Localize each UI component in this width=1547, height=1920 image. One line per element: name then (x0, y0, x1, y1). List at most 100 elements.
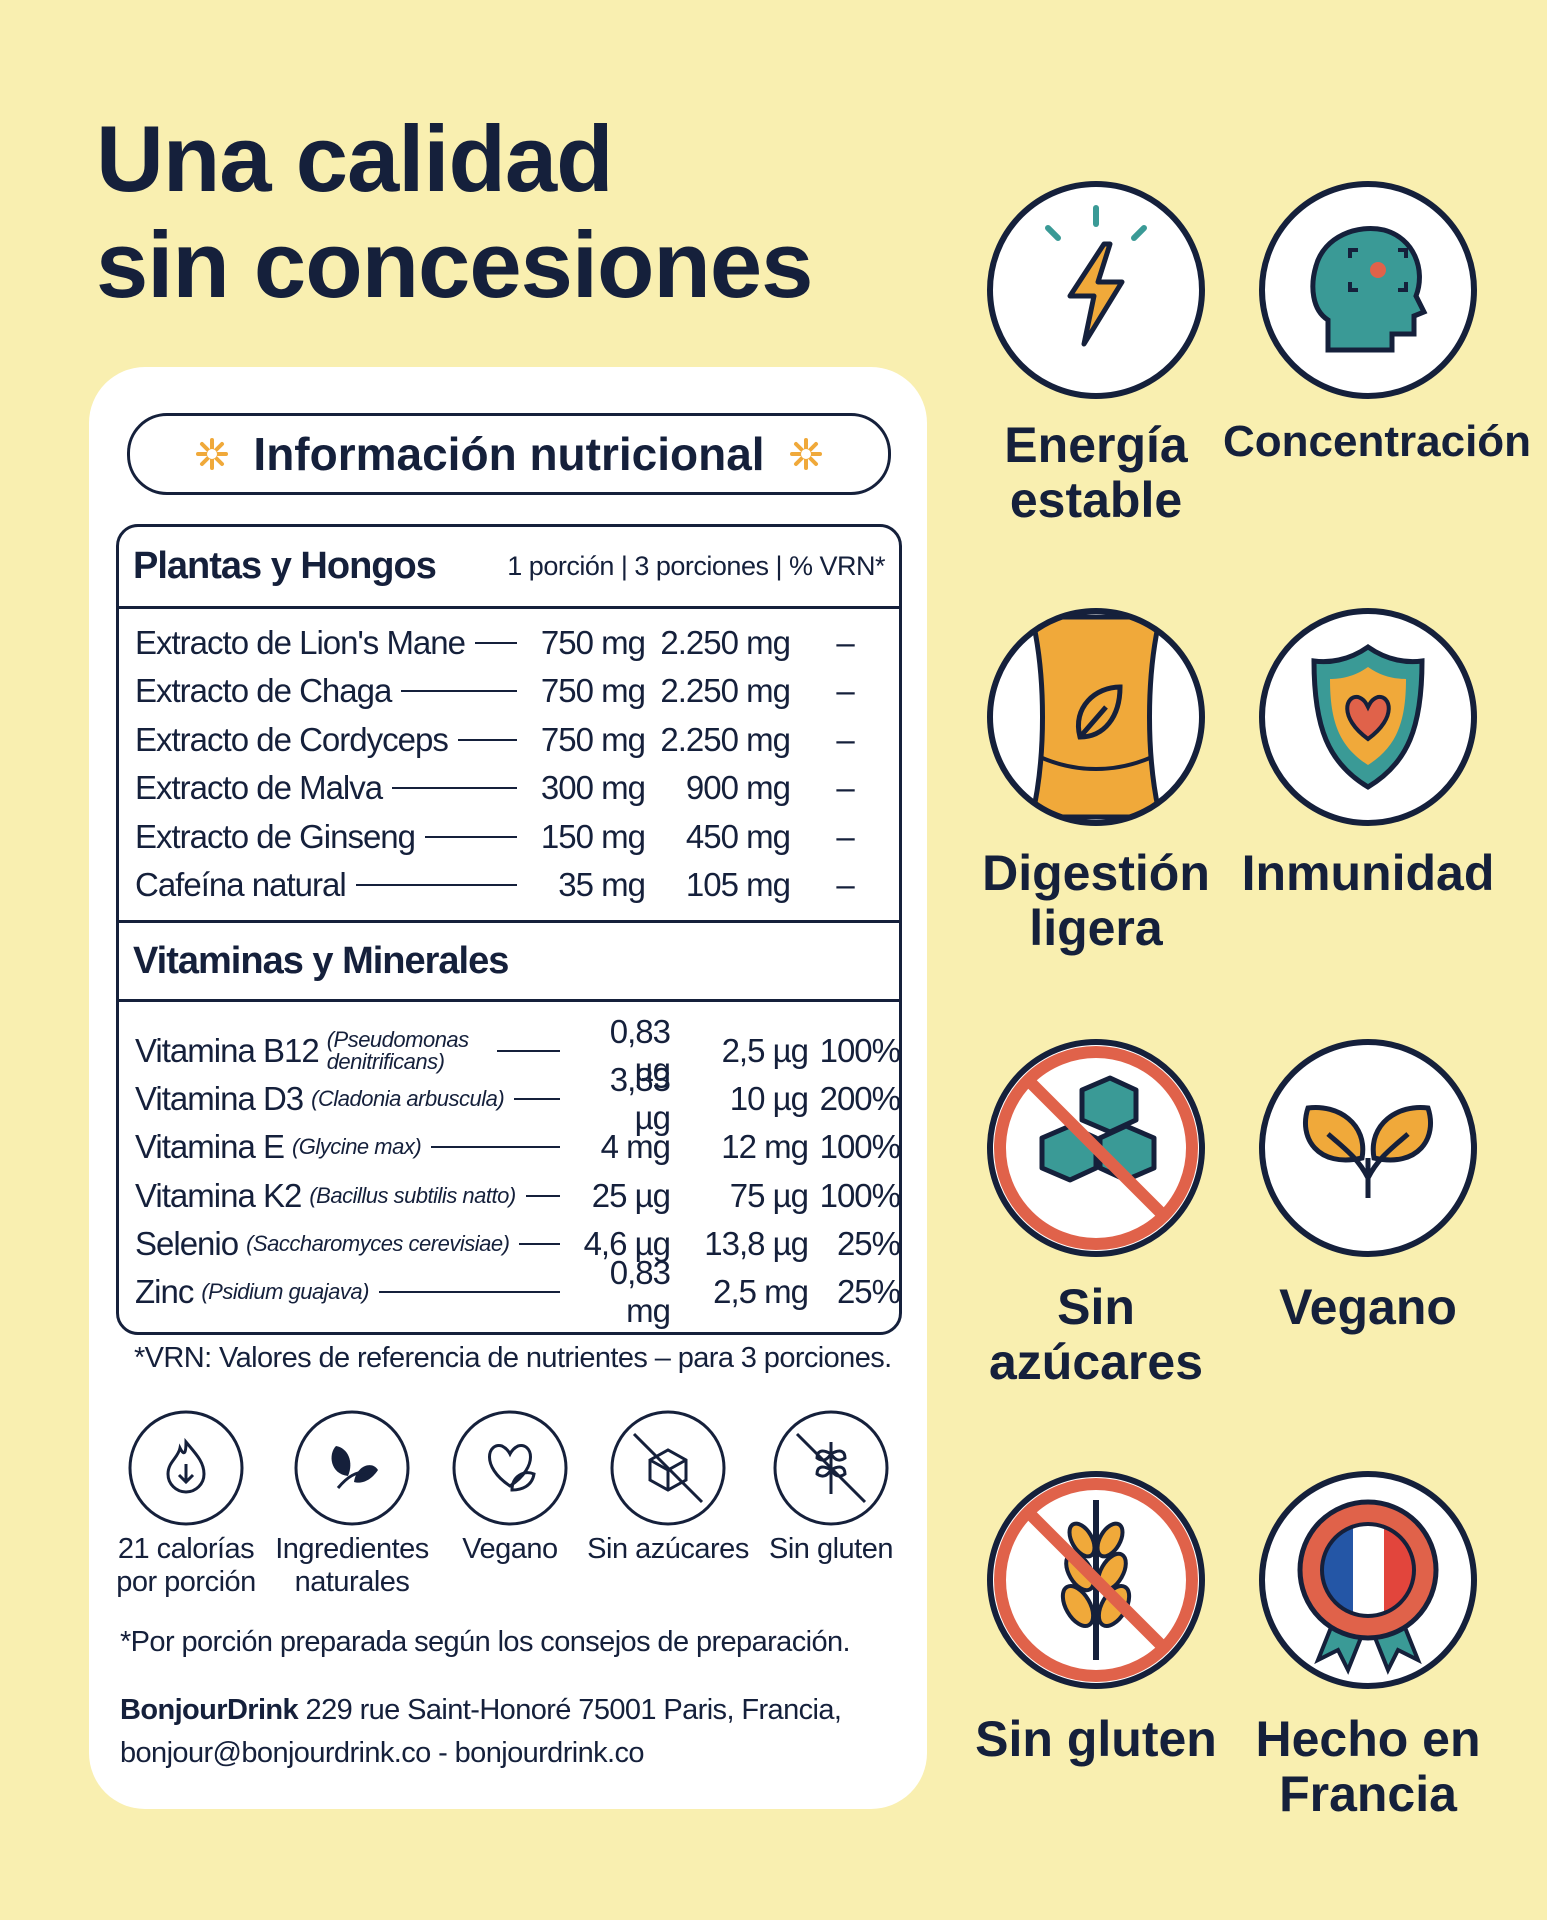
source: (Pseudomonas denitrificans) (326, 1027, 469, 1074)
section-header: Plantas y Hongos 1 porción | 3 porciones… (119, 527, 899, 609)
flower-icon (789, 438, 822, 470)
badge-icon (126, 1408, 246, 1533)
benefit-icon (1256, 1468, 1480, 1697)
vrn: 25% (836, 1273, 901, 1310)
header-text: Información nutricional (253, 428, 765, 480)
section-header: Vitaminas y Minerales (119, 920, 899, 1002)
benefit-symbol (987, 1039, 1205, 1257)
title-line: Una calidad (96, 106, 614, 211)
vrn: 200% (819, 1080, 901, 1118)
nutrient: Vitamina D3 (135, 1080, 304, 1118)
ingredient: Extracto de Ginseng (135, 817, 416, 855)
vrn: – (836, 866, 854, 903)
section-title: Vitaminas y Minerales (133, 939, 509, 982)
benefit-symbol (987, 608, 1205, 826)
benefit-label: Digestión ligera (982, 845, 1210, 956)
title-line: sin concesiones (96, 212, 813, 317)
source: (Cladonia arbuscula) (311, 1086, 505, 1112)
vrn: – (836, 672, 854, 710)
per-3-portions: 900 mg (685, 769, 791, 807)
leader (496, 1050, 560, 1052)
leader (431, 1146, 560, 1149)
section-title: Plantas y Hongos (133, 545, 437, 587)
badge-label: Sin gluten (769, 1533, 894, 1565)
badge-symbol (773, 1410, 889, 1526)
leader (355, 884, 517, 886)
table-row: Selenio (Saccharomyces cerevisiae) 4,6 µg 1… (135, 1221, 901, 1267)
per-3-portions: 2.250 mg (660, 672, 791, 710)
leader (425, 835, 517, 838)
per-portion: 4,6 µg (583, 1224, 671, 1262)
ingredient: Extracto de Malva (135, 769, 383, 807)
source: (Glycine max) (291, 1134, 422, 1160)
vrn: – (836, 817, 854, 855)
address-line: bonjour@bonjourdrink.co - bonjourdrink.c… (120, 1737, 645, 1769)
table-row: Vitamina E (Glycine max) 4 mg 12 mg 100% (135, 1124, 901, 1170)
benefit-symbol (1259, 1039, 1477, 1257)
source: (Bacillus subtilis natto) (309, 1182, 516, 1208)
table-row: Extracto de Cordyceps 750 mg 2.250 mg – (135, 717, 900, 763)
vrn: 100% (819, 1128, 901, 1166)
brand: BonjourDrink (120, 1694, 299, 1726)
vrn: 25% (836, 1224, 901, 1262)
per-3-portions: 2.250 mg (660, 720, 791, 758)
benefit-symbol (1259, 608, 1477, 826)
benefit-icon (1256, 605, 1480, 834)
benefit-icon (984, 178, 1208, 407)
badge-label: Ingredientes naturales (275, 1533, 429, 1599)
per-portion: 4 mg (600, 1128, 671, 1166)
badge-label: 21 calorías por porción (116, 1533, 256, 1599)
vrn: 100% (819, 1032, 901, 1069)
per-3-portions: 450 mg (685, 817, 791, 855)
benefit-symbol (1259, 181, 1477, 399)
per-portion: 0,83 mg (609, 1254, 671, 1329)
badge-symbol (128, 1410, 244, 1526)
per-portion: 300 mg (540, 769, 646, 807)
leader (525, 1194, 560, 1197)
per-3-portions: 2,5 µg (721, 1032, 809, 1069)
leader (519, 1242, 560, 1245)
nutrition-table: Plantas y Hongos 1 porción | 3 porciones… (116, 524, 902, 1335)
badge-icon (608, 1408, 728, 1533)
benefit-icon (984, 605, 1208, 834)
source: (Saccharomyces cerevisiae) (246, 1230, 510, 1256)
badge-icon (450, 1408, 570, 1533)
per-3-portions: 2,5 mg (713, 1273, 809, 1310)
ingredient: Extracto de Lion's Mane (135, 624, 466, 661)
leader (378, 1291, 560, 1293)
address: BonjourDrink 229 rue Saint-Honoré 75001 … (120, 1694, 842, 1727)
table-row: Vitamina D3 (Cladonia arbuscula) 3,33 µg 10… (135, 1061, 901, 1136)
benefit-label: Sin azúcares (988, 1279, 1204, 1390)
leader (401, 690, 517, 693)
benefit-icon (1256, 1036, 1480, 1265)
leader (514, 1098, 560, 1101)
vrn: – (836, 720, 854, 758)
per-3-portions: 2.250 mg (660, 624, 791, 661)
table-row: Vitamina B12 (Pseudomonas denitrificans) 0… (135, 1013, 901, 1088)
per-3-portions: 12 mg (721, 1128, 809, 1166)
per-portion: 750 mg (540, 624, 646, 661)
badge-symbol (294, 1410, 410, 1526)
badge-label: Vegano (462, 1533, 558, 1565)
benefit-label: Energía estable (1004, 417, 1188, 528)
badge-label: Sin azúcares (587, 1533, 749, 1565)
nutrient: Vitamina B12 (135, 1032, 320, 1069)
per-3-portions: 10 µg (729, 1080, 809, 1118)
benefit-symbol (987, 1471, 1205, 1689)
ingredient: Extracto de Chaga (135, 672, 392, 710)
vrn: – (836, 769, 854, 807)
benefit-label: Vegano (1279, 1279, 1457, 1335)
flower-icon (196, 438, 229, 470)
per-portion: 150 mg (540, 817, 646, 855)
benefit-label: Concentración (1223, 417, 1532, 466)
badge-icon (771, 1408, 891, 1533)
leader (475, 642, 517, 644)
table-row: Cafeína natural 35 mg 105 mg – (135, 862, 900, 908)
leader (457, 738, 517, 741)
address-line: 229 rue Saint-Honoré 75001 Paris, Franci… (305, 1694, 842, 1726)
benefit-symbol (987, 181, 1205, 399)
column-header: 1 porción | 3 porciones | % VRN* (507, 551, 885, 581)
nutrient: Vitamina E (135, 1128, 285, 1166)
nutrient: Vitamina K2 (135, 1176, 302, 1214)
